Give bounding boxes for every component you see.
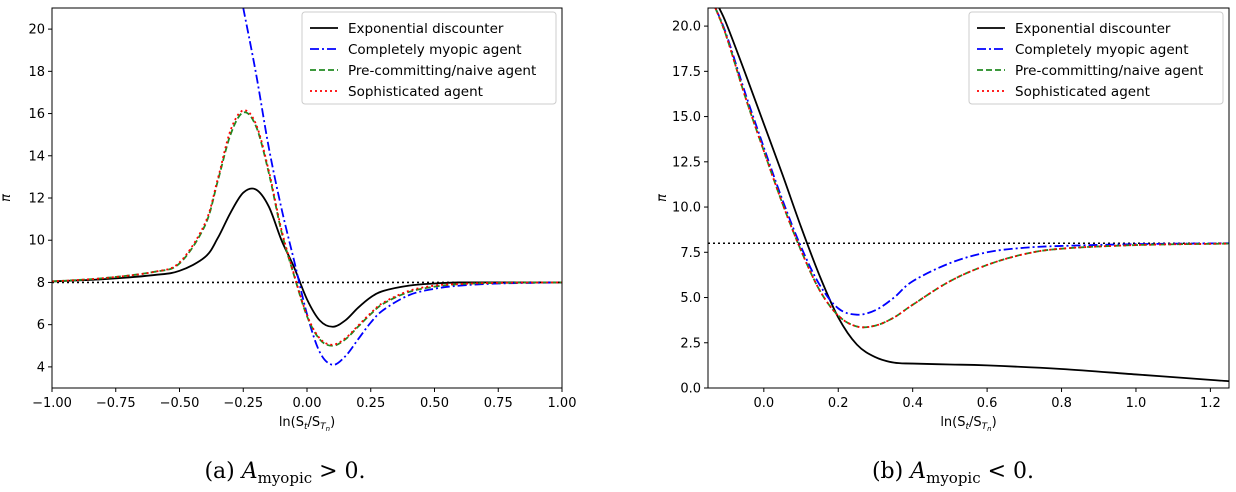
series-line-1 xyxy=(714,8,1229,316)
x-tick-label: 0.4 xyxy=(902,396,923,411)
x-tick-label: 0.75 xyxy=(484,396,513,411)
x-tick-label: 0.25 xyxy=(356,396,385,411)
series-line-1 xyxy=(242,8,562,366)
y-tick-label: 5.0 xyxy=(680,291,701,306)
legend-label: Exponential discounter xyxy=(1015,21,1171,37)
x-tick-label: 0.6 xyxy=(977,396,998,411)
y-tick-label: 7.5 xyxy=(680,246,701,261)
x-tick-label: 0.8 xyxy=(1051,396,1072,411)
y-axis-label: π xyxy=(0,194,14,202)
y-tick-label: 12 xyxy=(28,192,45,207)
x-tick-label: −0.50 xyxy=(160,396,200,411)
y-tick-label: 6 xyxy=(37,318,45,333)
legend-label: Sophisticated agent xyxy=(348,84,483,100)
chart-panel-a: −1.00 −0.75 −0.50 −0.25 0.00 0.25 0.50 0.75 1.00… xyxy=(0,7,577,487)
y-tick-label: 12.5 xyxy=(672,155,701,170)
x-tick-label: 0.00 xyxy=(293,396,322,411)
legend-box xyxy=(301,11,557,105)
y-tick-label: 10.0 xyxy=(672,201,701,216)
legend-label: Pre-committing/naive agent xyxy=(1015,63,1203,79)
series-line-3 xyxy=(52,109,562,346)
axes-frame xyxy=(707,7,1230,389)
x-tick-label: −1.00 xyxy=(32,396,72,411)
figure-caption: (a) Amyopic > 0. xyxy=(204,459,365,487)
y-tick-label: 4 xyxy=(37,360,45,375)
legend-label: Pre-committing/naive agent xyxy=(348,63,536,79)
x-tick-label: 1.00 xyxy=(548,396,577,411)
y-tick-label: 0.0 xyxy=(680,382,701,397)
y-tick-label: 16 xyxy=(28,107,45,122)
figure-caption: (b) Amyopic < 0. xyxy=(872,459,1034,487)
series-line-0 xyxy=(52,187,562,328)
plot-area xyxy=(52,8,562,366)
x-axis-label: ln(St/STn) xyxy=(940,415,996,433)
x-tick-label: 0.50 xyxy=(420,396,449,411)
x-tick-label: −0.25 xyxy=(223,396,263,411)
y-axis-label: π xyxy=(655,194,670,202)
legend: Exponential discounter Completely myopic … xyxy=(968,11,1224,105)
x-tick-label: 1.0 xyxy=(1126,396,1147,411)
legend-label: Completely myopic agent xyxy=(348,42,522,58)
y-tick-label: 18 xyxy=(28,65,45,80)
legend-label: Completely myopic agent xyxy=(1015,42,1189,58)
x-tick-label: −0.75 xyxy=(96,396,136,411)
y-tick-label: 20.0 xyxy=(672,20,701,35)
y-tick-label: 20 xyxy=(28,23,45,38)
y-tick-label: 8 xyxy=(37,276,45,291)
x-tick-label: 0.2 xyxy=(828,396,849,411)
y-tick-label: 2.5 xyxy=(680,336,701,351)
y-tick-label: 10 xyxy=(28,234,45,249)
series-line-0 xyxy=(718,8,1229,383)
x-tick-label: 0.0 xyxy=(753,396,774,411)
series-line-2 xyxy=(714,8,1229,329)
x-axis-label: ln(St/STn) xyxy=(279,415,335,433)
legend-label: Exponential discounter xyxy=(348,21,504,37)
plot-area xyxy=(708,8,1229,383)
y-tick-label: 15.0 xyxy=(672,110,701,125)
y-tick-label: 14 xyxy=(28,149,45,164)
chart-panel-b: 0.0 0.2 0.4 0.6 0.8 1.0 1.2 0.0 2.5 5.0 7.5 10.0 12.… xyxy=(655,7,1230,487)
legend-box xyxy=(968,11,1224,105)
x-tick-label: 1.2 xyxy=(1200,396,1221,411)
y-tick-label: 17.5 xyxy=(672,65,701,80)
legend-label: Sophisticated agent xyxy=(1015,84,1150,100)
legend: Exponential discounter Completely myopic … xyxy=(301,11,557,105)
